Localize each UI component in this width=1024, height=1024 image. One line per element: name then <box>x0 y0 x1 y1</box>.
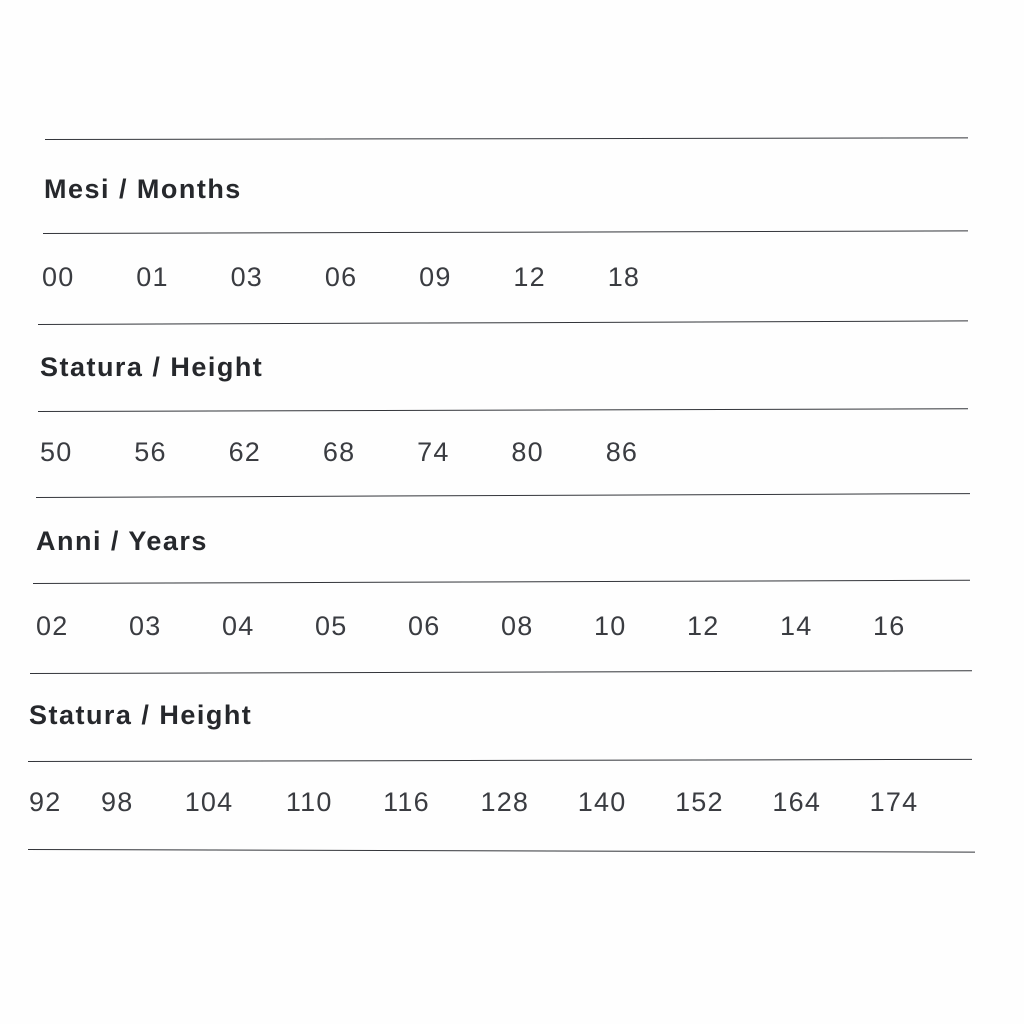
value-cell: 62 <box>228 437 262 467</box>
rule-divider-under-height-child-header <box>27 758 972 762</box>
rule-divider-under-months-header <box>42 230 968 234</box>
value-cell: 116 <box>383 787 430 817</box>
rule-divider-under-years-header <box>32 579 970 584</box>
value-cell: 92 <box>29 787 62 817</box>
value-cell: 00 <box>42 262 75 292</box>
section-header-years: Anni / Years <box>36 526 208 556</box>
section-header-height-infant: Statura / Height <box>40 352 264 382</box>
value-cell: 104 <box>184 787 234 817</box>
value-cell: 08 <box>501 611 534 641</box>
rule-divider-under-height-infant-values <box>35 493 970 498</box>
value-cell: 12 <box>687 611 720 641</box>
value-cell: 164 <box>772 787 822 817</box>
section-header-height-child: Statura / Height <box>29 700 253 730</box>
value-cell: 06 <box>408 611 441 641</box>
value-cell: 06 <box>324 262 358 292</box>
value-cell: 02 <box>36 611 69 641</box>
rule-divider-under-years-values <box>29 670 972 674</box>
value-cell: 152 <box>675 787 724 817</box>
value-cell: 110 <box>285 787 333 817</box>
section-header-months: Mesi / Months <box>44 174 242 204</box>
value-cell: 03 <box>129 611 162 641</box>
value-cell: 09 <box>419 262 452 292</box>
value-cell: 174 <box>869 787 919 817</box>
value-row-years: 02 03 04 05 06 08 10 12 14 16 <box>36 611 966 642</box>
value-cell: 04 <box>222 611 255 641</box>
value-cell: 50 <box>40 437 73 467</box>
value-cell: 56 <box>134 437 167 467</box>
value-cell: 05 <box>315 611 348 641</box>
value-row-months: 00 01 03 06 09 12 18 <box>42 262 702 293</box>
value-cell: 86 <box>605 437 639 467</box>
value-cell: 03 <box>230 262 264 292</box>
value-cell: 98 <box>101 787 134 817</box>
value-cell: 01 <box>136 262 169 292</box>
value-cell: 74 <box>417 437 450 467</box>
value-cell: 14 <box>780 611 813 641</box>
value-cell: 80 <box>511 437 544 467</box>
value-cell: 140 <box>577 787 627 817</box>
value-cell: 128 <box>480 787 530 817</box>
value-row-height-infant: 50 56 62 68 74 80 86 <box>40 437 700 468</box>
value-cell: 10 <box>594 611 627 641</box>
value-cell: 18 <box>607 262 641 292</box>
rule-divider-under-height-infant-header <box>37 408 968 412</box>
rule-divider-under-months-values <box>37 320 968 325</box>
value-cell: 68 <box>322 437 356 467</box>
rule-divider-bottom <box>27 849 975 853</box>
value-cell: 12 <box>513 262 546 292</box>
value-row-height-child: 92 98 104 110 116 128 140 152 164 174 <box>29 787 967 818</box>
value-cell: 16 <box>873 611 906 641</box>
rule-divider-top <box>44 137 968 140</box>
